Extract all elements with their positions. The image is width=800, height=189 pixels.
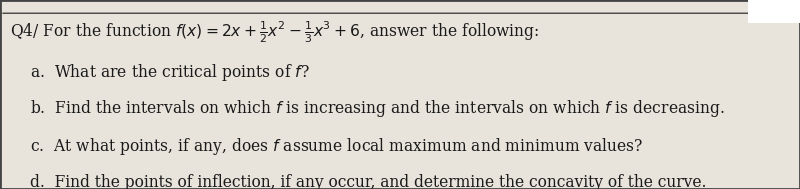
Text: a.  What are the critical points of $f$?: a. What are the critical points of $f$?: [30, 62, 310, 83]
Text: d.  Find the points of inflection, if any occur, and determine the concavity of : d. Find the points of inflection, if any…: [30, 174, 707, 189]
Text: b.  Find the intervals on which $f$ is increasing and the intervals on which $f$: b. Find the intervals on which $f$ is in…: [30, 98, 725, 119]
Text: c.  At what points, if any, does $f$ assume local maximum and minimum values?: c. At what points, if any, does $f$ assu…: [30, 136, 644, 157]
Bar: [748, 0, 800, 23]
Text: Q4/ For the function $f(x) = 2x + \frac{1}{2}x^2 - \frac{1}{3}x^3 + 6$, answer t: Q4/ For the function $f(x) = 2x + \frac{…: [10, 19, 539, 45]
